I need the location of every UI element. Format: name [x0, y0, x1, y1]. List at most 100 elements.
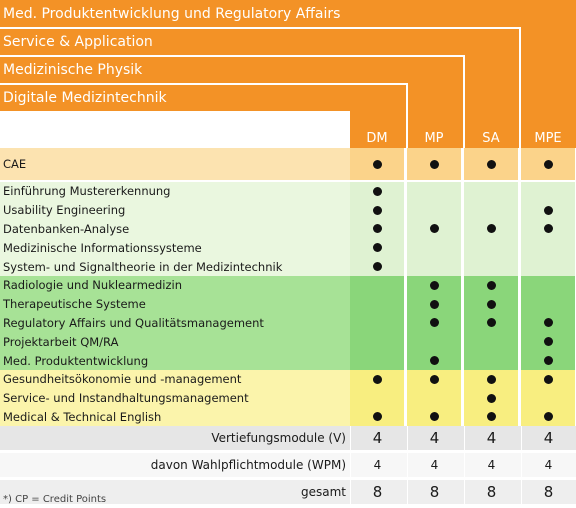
summary-value-mp: 4 [407, 453, 461, 477]
module-dot-mp [429, 318, 439, 328]
track-title-mp: Medizinische Physik [3, 62, 143, 78]
matrix-cell [407, 332, 461, 352]
matrix-cell [350, 313, 404, 333]
module-label: Radiologie und Nuklearmedizin [3, 278, 182, 293]
module-dot-sa [486, 393, 496, 403]
module-dot-mpe [543, 337, 553, 347]
module-dot-mp [429, 356, 439, 366]
matrix-cell [521, 276, 575, 295]
matrix-cell [521, 294, 575, 314]
matrix-cell [464, 238, 518, 258]
bracket-line-sa [0, 55, 464, 57]
module-row: Therapeutische Systeme [0, 294, 576, 314]
module-row: Projektarbeit QM/RA [0, 332, 576, 352]
module-label: Datenbanken-Analyse [3, 221, 130, 236]
matrix-cell [464, 257, 518, 276]
summary-value-mp: 8 [407, 480, 461, 504]
module-dot-mp [429, 299, 439, 309]
module-label-cell [0, 370, 350, 389]
footnote: *) CP = Credit Points [3, 494, 107, 505]
bracket-line-mpe [0, 27, 520, 29]
module-dot-mpe [543, 412, 553, 422]
module-dot-sa [486, 224, 496, 234]
module-dot-dm [372, 262, 382, 272]
summary-label: davon Wahlpflichtmodule (WPM) [150, 458, 346, 472]
module-dot-mp [429, 159, 439, 169]
bracket-line-mp [0, 83, 407, 85]
module-label: Einführung Mustererkennung [3, 184, 171, 199]
matrix-cell [521, 182, 575, 201]
module-label: Gesundheitsökonomie und -management [3, 372, 242, 387]
module-label-cell [0, 388, 350, 408]
bracket-drop-dm [348, 111, 350, 148]
module-dot-mpe [543, 374, 553, 384]
summary-value-mpe: 4 [521, 453, 575, 477]
bracket-drop-mpe [519, 27, 521, 148]
module-label-cell [0, 238, 350, 258]
summary-separator [0, 477, 576, 480]
group-separator [0, 180, 576, 182]
column-head-mp: MP [424, 131, 444, 146]
matrix-cell [407, 257, 461, 276]
module-dot-dm [372, 159, 382, 169]
module-row: Medical & Technical English [0, 407, 576, 427]
bracket-drop-sa [463, 55, 465, 148]
summary-value-mp: 4 [407, 426, 461, 450]
module-dot-mpe [543, 318, 553, 328]
matrix-cell [350, 388, 404, 408]
summary-value-mpe: 8 [521, 480, 575, 504]
matrix-cell [407, 200, 461, 220]
matrix-cell [350, 294, 404, 314]
summary-row: gesamt 8 8 8 8 [0, 480, 576, 504]
module-row: System- und Signaltheorie in der Medizin… [0, 257, 576, 276]
module-row: Gesundheitsökonomie und -management [0, 370, 576, 389]
matrix-cell [407, 388, 461, 408]
module-label: Usability Engineering [3, 203, 126, 218]
module-dot-sa [486, 374, 496, 384]
matrix-cell [521, 238, 575, 258]
module-label-cell [0, 332, 350, 352]
summary-label: Vertiefungsmodule (V) [211, 431, 346, 445]
matrix-cell [464, 182, 518, 201]
summary-value-mpe: 4 [521, 426, 575, 450]
module-dot-mp [429, 224, 439, 234]
matrix-cell [464, 332, 518, 352]
module-label-cell [0, 182, 350, 201]
module-dot-sa [486, 280, 496, 290]
module-dot-dm [372, 243, 382, 253]
summary-value-dm: 4 [350, 453, 404, 477]
column-head-dm: DM [366, 131, 388, 146]
matrix-cell [464, 351, 518, 370]
matrix-cell [350, 276, 404, 295]
module-dot-dm [372, 186, 382, 196]
matrix-cell [350, 351, 404, 370]
matrix-cell [407, 238, 461, 258]
module-dot-dm [372, 205, 382, 215]
matrix-cell [521, 257, 575, 276]
module-row: Usability Engineering [0, 200, 576, 220]
matrix-cell [521, 388, 575, 408]
track-title-mpe: Med. Produktentwicklung und Regulatory A… [3, 6, 341, 22]
summary-value-dm: 4 [350, 426, 404, 450]
module-label: Med. Produktentwicklung [3, 353, 149, 368]
module-dot-mpe [543, 159, 553, 169]
module-label: Therapeutische Systeme [3, 297, 146, 312]
module-label-cell [0, 257, 350, 276]
module-label: Medical & Technical English [3, 409, 162, 424]
module-dot-dm [372, 412, 382, 422]
module-label-cell [0, 276, 350, 295]
module-dot-mpe [543, 224, 553, 234]
module-label-cell [0, 407, 350, 427]
module-label-cell [0, 148, 350, 180]
matrix-cell [407, 182, 461, 201]
track-title-sa: Service & Application [3, 34, 153, 50]
module-label-cell [0, 294, 350, 314]
module-dot-sa [486, 318, 496, 328]
module-dot-sa [486, 159, 496, 169]
module-row: Med. Produktentwicklung [0, 351, 576, 370]
module-dot-sa [486, 299, 496, 309]
module-row: Radiologie und Nuklearmedizin [0, 276, 576, 295]
module-label-cell [0, 200, 350, 220]
summary-label: gesamt [301, 485, 346, 499]
